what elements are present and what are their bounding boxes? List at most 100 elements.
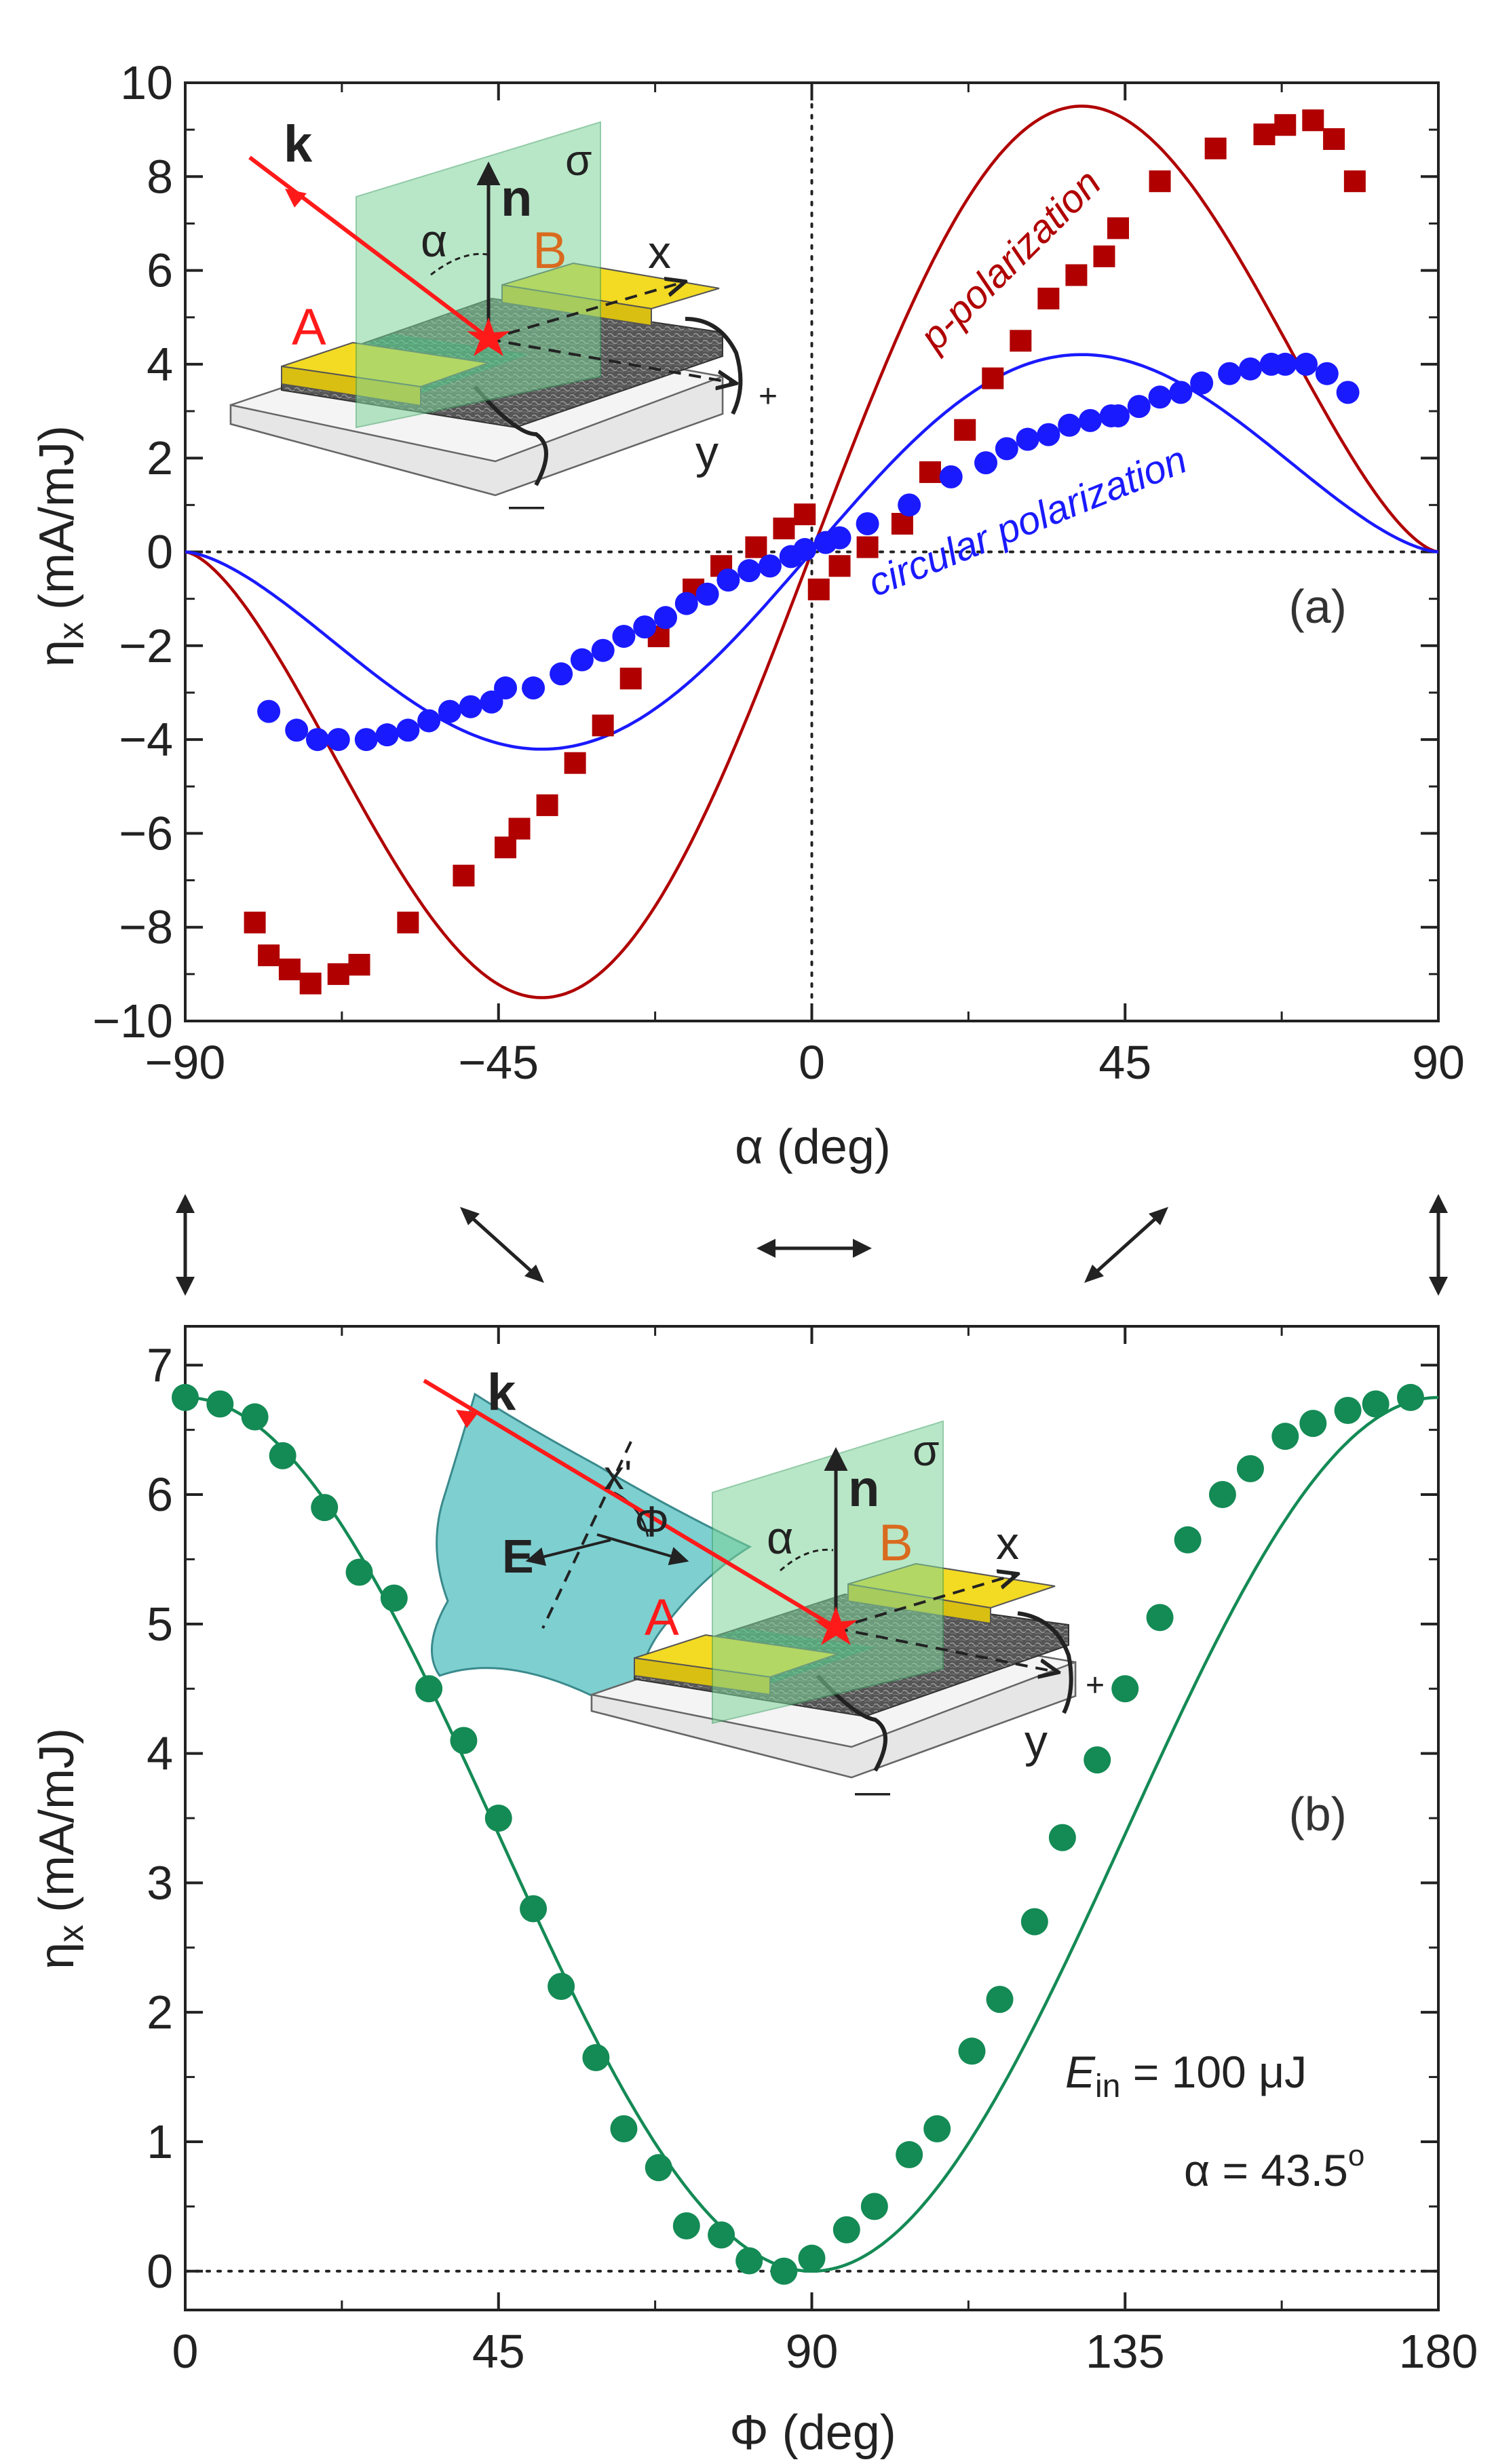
y-tick-label: 4 bbox=[147, 1727, 173, 1780]
data-point-circle bbox=[548, 1973, 575, 2001]
laser-beam-b bbox=[423, 1379, 832, 1627]
inset-a-sigma-label: σ bbox=[565, 136, 592, 185]
data-point-circle bbox=[898, 493, 921, 517]
y-tick-label: 2 bbox=[147, 431, 173, 484]
data-point-square bbox=[919, 461, 941, 483]
x-tick-label: 135 bbox=[1086, 2325, 1165, 2378]
data-point-square bbox=[773, 517, 795, 539]
x-tick-label: −90 bbox=[145, 1036, 226, 1089]
y-tick-label: 0 bbox=[147, 2245, 173, 2298]
data-point-square bbox=[1065, 264, 1088, 286]
inset-b-phi-label: Φ bbox=[634, 1497, 669, 1546]
x-tick-label: 0 bbox=[172, 2325, 199, 2378]
inset-b-alpha-label: α bbox=[767, 1512, 793, 1564]
laser-spot-b bbox=[814, 1606, 858, 1645]
panel-a-data-points bbox=[244, 109, 1366, 995]
data-point-circle bbox=[1111, 1675, 1139, 1703]
data-point-circle bbox=[484, 1805, 512, 1832]
y-tick-label: 1 bbox=[147, 2115, 173, 2168]
y-tick-label: −4 bbox=[119, 713, 173, 766]
x-tick-label: −45 bbox=[458, 1036, 539, 1089]
data-point-circle bbox=[633, 615, 657, 639]
data-point-square bbox=[1107, 217, 1129, 239]
data-point-circle bbox=[1334, 1397, 1362, 1425]
data-point-circle bbox=[520, 1895, 548, 1923]
data-point-circle bbox=[793, 538, 817, 562]
data-point-circle bbox=[1037, 423, 1060, 446]
svg-text:ηx(mA/mJ): ηx(mA/mJ) bbox=[30, 1728, 91, 1969]
data-point-square bbox=[954, 419, 976, 441]
data-point-circle bbox=[285, 718, 309, 742]
data-point-square bbox=[327, 963, 349, 985]
inset-a-k-label: k bbox=[284, 115, 313, 173]
data-point-circle bbox=[1271, 1423, 1299, 1450]
data-point-circle bbox=[1084, 1746, 1111, 1774]
inset-a-A-label: A bbox=[292, 299, 326, 356]
data-point-circle bbox=[1190, 371, 1214, 395]
data-point-circle bbox=[1174, 1526, 1202, 1554]
y-tick-label: −2 bbox=[119, 619, 173, 672]
data-point-square bbox=[495, 836, 517, 859]
polarization-direction-arrows bbox=[176, 1194, 1448, 1296]
data-point-circle bbox=[1315, 362, 1339, 385]
data-point-square bbox=[807, 578, 830, 600]
data-point-circle bbox=[311, 1494, 339, 1522]
data-point-circle bbox=[735, 2247, 763, 2275]
data-point-circle bbox=[1362, 1390, 1390, 1418]
y-tick-label: 2 bbox=[147, 1986, 173, 2039]
data-point-circle bbox=[716, 568, 740, 592]
data-point-circle bbox=[522, 676, 545, 700]
data-point-circle bbox=[1127, 395, 1151, 419]
data-point-circle bbox=[582, 2043, 610, 2071]
svg-text:ηx(mA/mJ): ηx(mA/mJ) bbox=[30, 425, 91, 667]
y-tick-label: −10 bbox=[92, 995, 173, 1047]
data-point-square bbox=[244, 911, 266, 933]
data-point-circle bbox=[1238, 357, 1262, 381]
data-point-circle bbox=[380, 1584, 408, 1612]
inset-b-E-label: E bbox=[502, 1530, 534, 1583]
data-point-circle bbox=[345, 1558, 373, 1586]
data-point-circle bbox=[1208, 1481, 1236, 1509]
data-point-circle bbox=[770, 2257, 798, 2285]
x-tick-label: 45 bbox=[1098, 1036, 1151, 1089]
data-point-circle bbox=[708, 2221, 735, 2249]
inset-b-minus-label: — bbox=[855, 1772, 890, 1811]
data-point-circle bbox=[695, 582, 719, 606]
data-point-square bbox=[278, 958, 301, 980]
inset-b-k-label: k bbox=[487, 1364, 516, 1421]
data-point-circle bbox=[860, 2193, 888, 2220]
data-point-circle bbox=[480, 690, 503, 714]
laser-spot bbox=[467, 317, 510, 356]
data-point-circle bbox=[958, 2037, 986, 2065]
arrow-diagonal-right bbox=[1084, 1207, 1168, 1283]
data-point-circle bbox=[326, 728, 350, 752]
x-tick-label: 45 bbox=[472, 2325, 525, 2378]
data-point-circle bbox=[305, 728, 329, 752]
y-tick-label: 3 bbox=[147, 1856, 173, 1909]
inset-b-A-label: A bbox=[645, 1589, 679, 1647]
data-point-square bbox=[536, 794, 558, 816]
data-point-circle bbox=[375, 723, 399, 747]
inset-a-alpha-label: α bbox=[421, 215, 447, 267]
data-point-circle bbox=[674, 592, 698, 615]
data-point-square bbox=[982, 367, 1004, 389]
arrow-vertical-right bbox=[1429, 1194, 1448, 1296]
data-point-circle bbox=[450, 1727, 478, 1754]
annotation-energy: Ein = 100 μJ bbox=[1065, 2047, 1307, 2104]
data-point-square bbox=[856, 536, 879, 558]
panel-b-label: (b) bbox=[1288, 1788, 1347, 1841]
data-point-circle bbox=[172, 1383, 199, 1411]
data-point-square bbox=[1253, 123, 1276, 146]
data-point-square bbox=[564, 752, 586, 774]
data-point-circle bbox=[1336, 381, 1360, 404]
data-point-circle bbox=[241, 1403, 269, 1431]
data-point-circle bbox=[206, 1390, 234, 1418]
y-tick-label: 6 bbox=[147, 244, 173, 297]
data-point-circle bbox=[654, 606, 678, 630]
data-point-circle bbox=[1016, 427, 1039, 451]
data-point-circle bbox=[1273, 352, 1297, 376]
arrow-diagonal-left bbox=[460, 1207, 544, 1283]
arrow-vertical-left bbox=[176, 1194, 195, 1296]
data-point-circle bbox=[828, 526, 851, 550]
inset-b-x-label: x bbox=[996, 1518, 1019, 1569]
